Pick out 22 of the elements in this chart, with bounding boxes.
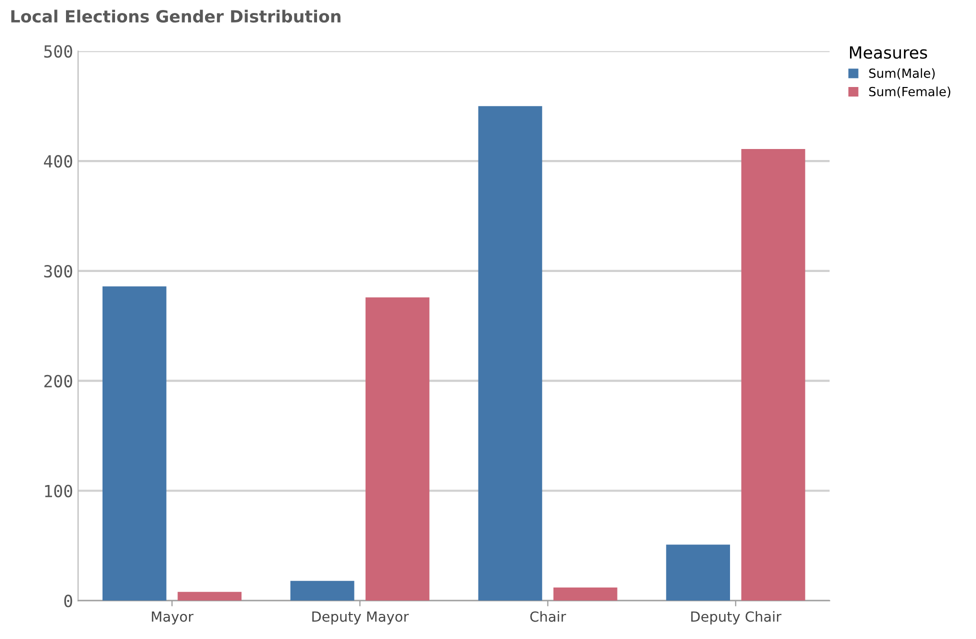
x-tick-label: Deputy Mayor [312,612,409,625]
bar [666,544,730,601]
bar [102,286,166,601]
bar [178,592,242,601]
bar [741,148,806,601]
y-tick-label: 400 [44,155,72,168]
chart-title: Local Elections Gender Distribution [11,10,340,23]
y-tick-label: 0 [64,594,72,608]
legend-label: Sum(Male) [869,68,935,80]
bar [553,587,618,601]
bar [478,106,542,601]
x-tick-label: Chair [530,611,566,622]
y-tick-label: 300 [44,264,72,278]
legend-label: Sum(Female) [869,86,950,98]
bar [290,580,354,601]
y-tick-label: 500 [44,45,72,58]
y-tick-label: 200 [44,374,72,388]
x-tick-label: Deputy Chair [691,611,782,625]
bar [366,297,430,601]
y-tick-label: 100 [45,484,72,498]
legend-title: Measures [850,46,928,59]
x-tick-label: Mayor [152,612,194,625]
